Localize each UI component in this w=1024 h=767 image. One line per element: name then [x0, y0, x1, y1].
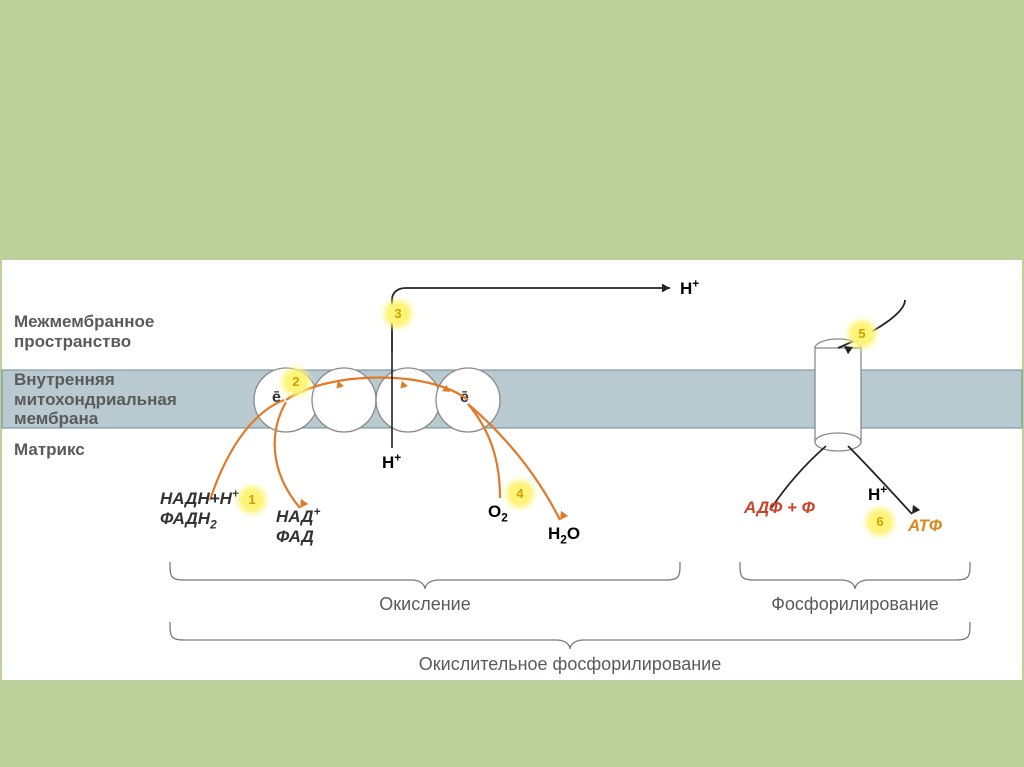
brace — [740, 562, 970, 589]
step-number-1: 1 — [241, 489, 263, 511]
label-membrane: Внутренняямитохондриальнаямембрана — [14, 370, 177, 429]
label-atp: АТФ — [908, 516, 942, 536]
step-number-4: 4 — [509, 483, 531, 505]
label-nadh-fadh2: НАДН+Н+ФАДН2 — [160, 486, 239, 531]
label-nad-fad: НАД+ФАД — [276, 504, 320, 547]
step-number-3: 3 — [387, 303, 409, 325]
label-h-plus-synthase: Н+ — [868, 482, 887, 505]
label-h2o: H2O — [548, 524, 580, 546]
brace — [170, 622, 970, 649]
step-number-2: 2 — [285, 371, 307, 393]
step-number-6: 6 — [869, 511, 891, 533]
caption-oxidative-phosphorylation: Окислительное фосфорилирование — [170, 654, 970, 675]
brace — [170, 562, 680, 589]
label-h-plus-top: H+ — [680, 276, 699, 299]
label-matrix: Матрикс — [14, 440, 85, 460]
label-o2: O2 — [488, 502, 508, 524]
label-adp: АДФ + Ф — [744, 498, 815, 518]
label-intermembrane: Межмембранноепространство — [14, 312, 154, 351]
proton-out-path — [392, 288, 670, 352]
caption-oxidation: Окисление — [170, 594, 680, 615]
label-h-plus-bottom: H+ — [382, 450, 401, 473]
atp-synthase — [815, 348, 861, 442]
step-number-5: 5 — [851, 323, 873, 345]
caption-phosphorylation: Фосфорилирование — [740, 594, 970, 615]
